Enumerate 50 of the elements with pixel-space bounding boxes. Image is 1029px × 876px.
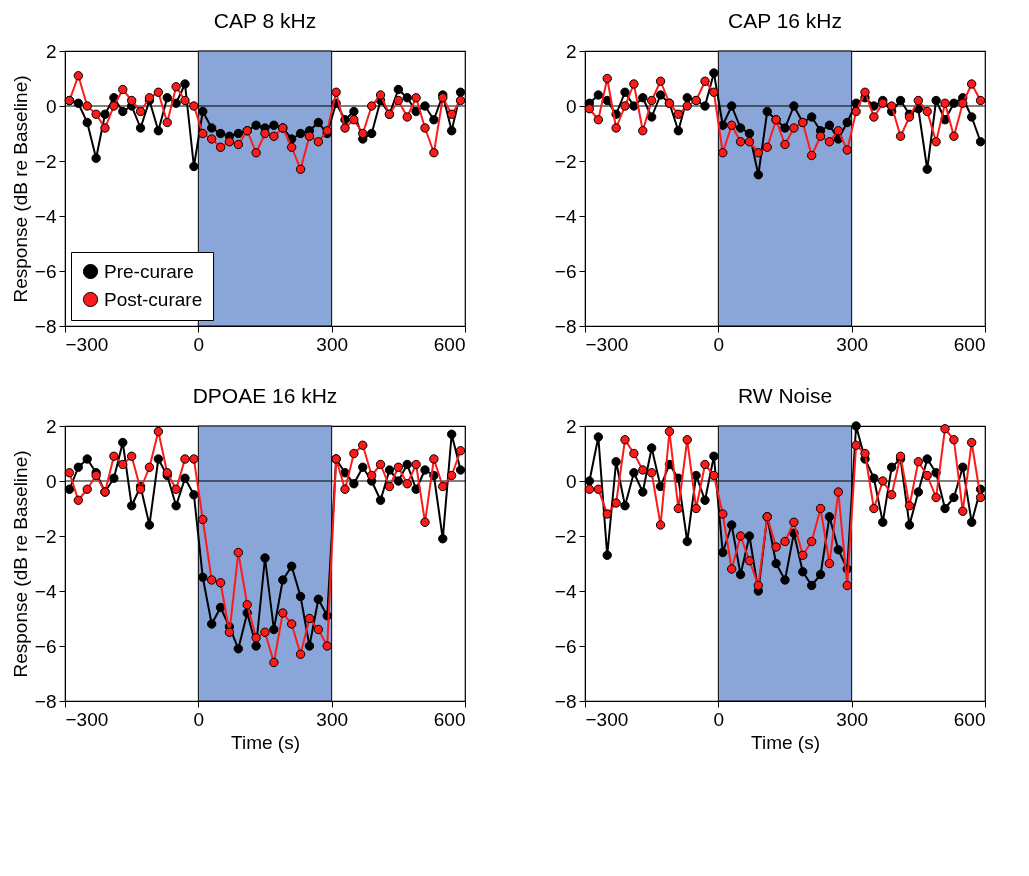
x-axis-title: Time (s) <box>751 731 820 753</box>
y-tick-label: 2 <box>565 40 577 62</box>
y-tick-label: 2 <box>565 415 577 437</box>
y-tick-label: −2 <box>34 525 57 547</box>
x-tick-label: −300 <box>585 333 629 355</box>
x-tick-label: 300 <box>836 333 869 355</box>
y-tick-label: −4 <box>34 205 57 227</box>
x-tick-label: 600 <box>953 708 986 730</box>
y-tick-label: −2 <box>554 150 577 172</box>
y-tick-label: −6 <box>34 260 57 282</box>
y-tick-label: 0 <box>45 95 57 117</box>
chart-title: CAP 8 kHz <box>213 9 317 32</box>
legend-label: Pre-curare <box>104 260 194 282</box>
y-axis-title: Response (dB re Baseline) <box>9 75 31 303</box>
y-tick-label: 2 <box>45 415 57 437</box>
x-tick-label: −300 <box>65 333 109 355</box>
chart-title: DPOAE 16 kHz <box>192 384 338 407</box>
y-tick-label: 2 <box>45 40 57 62</box>
x-tick-label: −300 <box>585 708 629 730</box>
y-tick-label: −6 <box>554 635 577 657</box>
x-axis-title: Time (s) <box>231 731 300 753</box>
x-tick-label: 600 <box>953 333 986 355</box>
x-tick-label: 0 <box>713 333 725 355</box>
x-tick-label: 0 <box>193 708 205 730</box>
x-tick-label: 0 <box>193 333 205 355</box>
y-tick-label: −4 <box>554 580 577 602</box>
x-tick-label: 300 <box>836 708 869 730</box>
y-tick-label: −6 <box>554 260 577 282</box>
y-tick-label: −4 <box>554 205 577 227</box>
y-tick-label: −6 <box>34 635 57 657</box>
x-tick-label: −300 <box>65 708 109 730</box>
x-tick-label: 0 <box>713 708 725 730</box>
y-tick-label: −8 <box>34 690 57 712</box>
y-tick-label: −8 <box>554 315 577 337</box>
y-tick-label: −2 <box>34 150 57 172</box>
y-axis-title: Response (dB re Baseline) <box>9 450 31 678</box>
y-tick-label: 0 <box>45 470 57 492</box>
x-tick-label: 600 <box>433 333 466 355</box>
y-tick-label: −2 <box>554 525 577 547</box>
y-tick-label: 0 <box>565 470 577 492</box>
x-tick-label: 300 <box>316 708 349 730</box>
y-tick-label: −8 <box>554 690 577 712</box>
y-tick-label: 0 <box>565 95 577 117</box>
y-tick-label: −8 <box>34 315 57 337</box>
chart-title: RW Noise <box>737 384 833 407</box>
x-tick-label: 300 <box>316 333 349 355</box>
y-tick-label: −4 <box>34 580 57 602</box>
chart-title: CAP 16 kHz <box>728 9 842 32</box>
legend-label: Post-curare <box>104 288 203 310</box>
x-tick-label: 600 <box>433 708 466 730</box>
